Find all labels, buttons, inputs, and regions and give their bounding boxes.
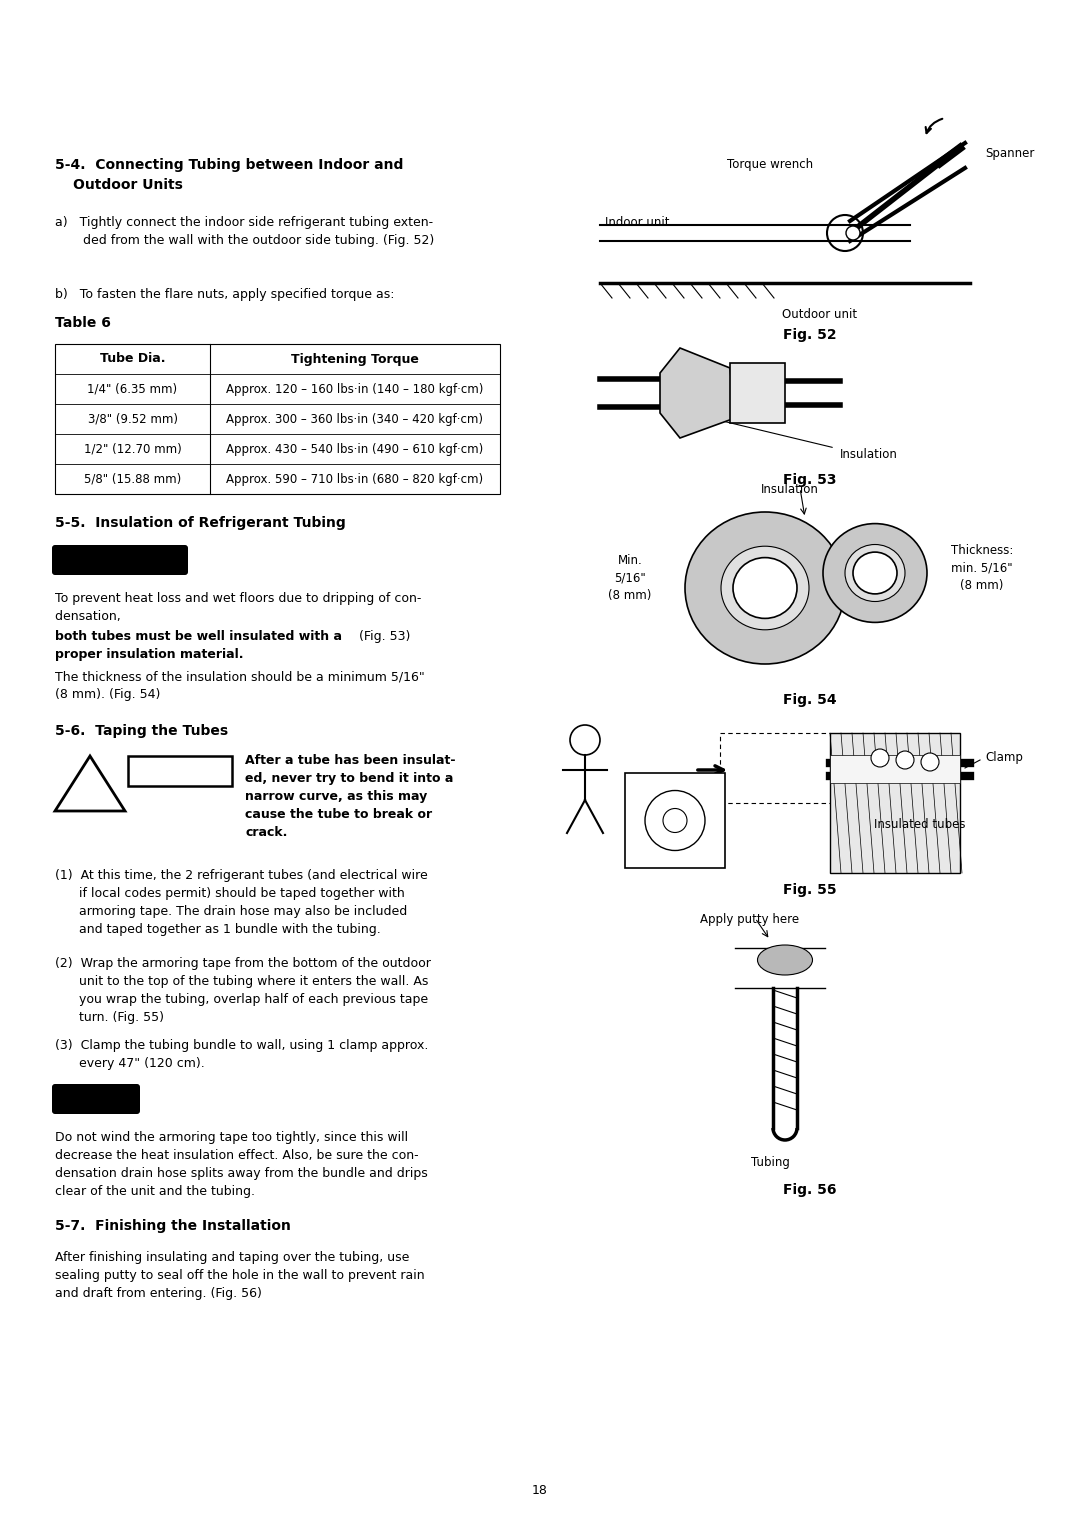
Ellipse shape	[721, 545, 809, 630]
Bar	[625, 773, 725, 868]
Text: Do not wind the armoring tape too tightly, since this will
decrease the heat ins: Do not wind the armoring tape too tightl…	[55, 1131, 428, 1198]
Text: Thickness:
min. 5/16"
(8 mm): Thickness: min. 5/16" (8 mm)	[950, 544, 1013, 591]
Text: Fig. 56: Fig. 56	[783, 1183, 837, 1196]
Text: Approx. 300 – 360 lbs·in (340 – 420 kgf·cm): Approx. 300 – 360 lbs·in (340 – 420 kgf·…	[227, 413, 484, 425]
Bar	[831, 755, 960, 782]
FancyBboxPatch shape	[52, 1083, 140, 1114]
Ellipse shape	[823, 524, 927, 622]
Text: Fig. 54: Fig. 54	[783, 694, 837, 707]
Text: 1/2" (12.70 mm): 1/2" (12.70 mm)	[83, 443, 181, 455]
Circle shape	[870, 749, 889, 767]
Text: Insulation: Insulation	[761, 483, 819, 497]
Ellipse shape	[845, 544, 905, 602]
Text: The thickness of the insulation should be a minimum 5/16"
(8 mm). (Fig. 54): The thickness of the insulation should b…	[55, 669, 424, 701]
Text: 5-5.  Insulation of Refrigerant Tubing: 5-5. Insulation of Refrigerant Tubing	[55, 516, 346, 530]
Text: Fig. 55: Fig. 55	[783, 883, 837, 897]
Circle shape	[896, 750, 914, 769]
Text: Indoor unit: Indoor unit	[605, 217, 670, 229]
Ellipse shape	[853, 552, 897, 594]
Ellipse shape	[685, 512, 845, 665]
Text: (2)  Wrap the armoring tape from the bottom of the outdoor
      unit to the top: (2) Wrap the armoring tape from the bott…	[55, 957, 431, 1024]
Bar	[730, 364, 785, 423]
Text: 1/4" (6.35 mm): 1/4" (6.35 mm)	[87, 382, 177, 396]
Text: Approx. 590 – 710 lbs·in (680 – 820 kgf·cm): Approx. 590 – 710 lbs·in (680 – 820 kgf·…	[227, 472, 484, 486]
Text: both tubes must be well insulated with a
proper insulation material.: both tubes must be well insulated with a…	[55, 630, 342, 662]
Text: Insulated tubes: Insulated tubes	[874, 817, 966, 831]
Text: Fig. 52: Fig. 52	[783, 329, 837, 342]
Text: Approx. 120 – 160 lbs·in (140 – 180 kgf·cm): Approx. 120 – 160 lbs·in (140 – 180 kgf·…	[227, 382, 484, 396]
Text: 5-7.  Finishing the Installation: 5-7. Finishing the Installation	[55, 1219, 291, 1233]
Ellipse shape	[733, 558, 797, 619]
Text: Outdoor Units: Outdoor Units	[73, 177, 183, 193]
Text: Apply putty here: Apply putty here	[700, 914, 799, 926]
Text: a)   Tightly connect the indoor side refrigerant tubing exten-
       ded from t: a) Tightly connect the indoor side refri…	[55, 215, 434, 248]
Ellipse shape	[757, 944, 812, 975]
Text: (3)  Clamp the tubing bundle to wall, using 1 clamp approx.
      every 47" (120: (3) Clamp the tubing bundle to wall, usi…	[55, 1039, 429, 1070]
Text: Tubing: Tubing	[751, 1157, 789, 1169]
Text: IMPORTANT: IMPORTANT	[79, 553, 161, 567]
Circle shape	[921, 753, 939, 772]
Text: (Fig. 53): (Fig. 53)	[355, 630, 410, 643]
Text: 5/8" (15.88 mm): 5/8" (15.88 mm)	[84, 472, 181, 486]
Text: 18: 18	[532, 1484, 548, 1496]
Text: Spanner: Spanner	[985, 147, 1035, 159]
Text: After finishing insulating and taping over the tubing, use
sealing putty to seal: After finishing insulating and taping ov…	[55, 1251, 424, 1300]
Text: b)   To fasten the flare nuts, apply specified torque as:: b) To fasten the flare nuts, apply speci…	[55, 287, 394, 301]
Polygon shape	[55, 756, 125, 811]
Text: CAUTION: CAUTION	[147, 764, 214, 778]
Circle shape	[846, 226, 860, 240]
Text: NOTE: NOTE	[77, 1093, 116, 1105]
Text: (1)  At this time, the 2 refrigerant tubes (and electrical wire
      if local c: (1) At this time, the 2 refrigerant tube…	[55, 869, 428, 937]
Text: Approx. 430 – 540 lbs·in (490 – 610 kgf·cm): Approx. 430 – 540 lbs·in (490 – 610 kgf·…	[227, 443, 484, 455]
Text: Tightening Torque: Tightening Torque	[292, 353, 419, 365]
Text: To prevent heat loss and wet floors due to dripping of con-
densation,: To prevent heat loss and wet floors due …	[55, 591, 421, 623]
Polygon shape	[660, 348, 735, 439]
Text: Table 6: Table 6	[55, 316, 111, 330]
Text: !: !	[85, 788, 95, 808]
Text: Tube Dia.: Tube Dia.	[99, 353, 165, 365]
Text: 5-6.  Taping the Tubes: 5-6. Taping the Tubes	[55, 724, 228, 738]
FancyBboxPatch shape	[52, 545, 188, 575]
Bar	[55, 344, 500, 494]
Text: Fig. 53: Fig. 53	[783, 474, 837, 487]
Text: Outdoor unit: Outdoor unit	[782, 309, 858, 321]
Text: 3/8" (9.52 mm): 3/8" (9.52 mm)	[87, 413, 177, 425]
Text: After a tube has been insulat-
ed, never try to bend it into a
narrow curve, as : After a tube has been insulat- ed, never…	[245, 753, 456, 839]
Text: Min.
5/16"
(8 mm): Min. 5/16" (8 mm)	[608, 555, 651, 602]
FancyBboxPatch shape	[129, 756, 232, 785]
Bar	[831, 733, 960, 872]
Text: Insulation: Insulation	[840, 448, 897, 461]
Text: Torque wrench: Torque wrench	[727, 157, 813, 171]
Text: Clamp: Clamp	[985, 752, 1023, 764]
Text: 5-4.  Connecting Tubing between Indoor and: 5-4. Connecting Tubing between Indoor an…	[55, 157, 403, 173]
